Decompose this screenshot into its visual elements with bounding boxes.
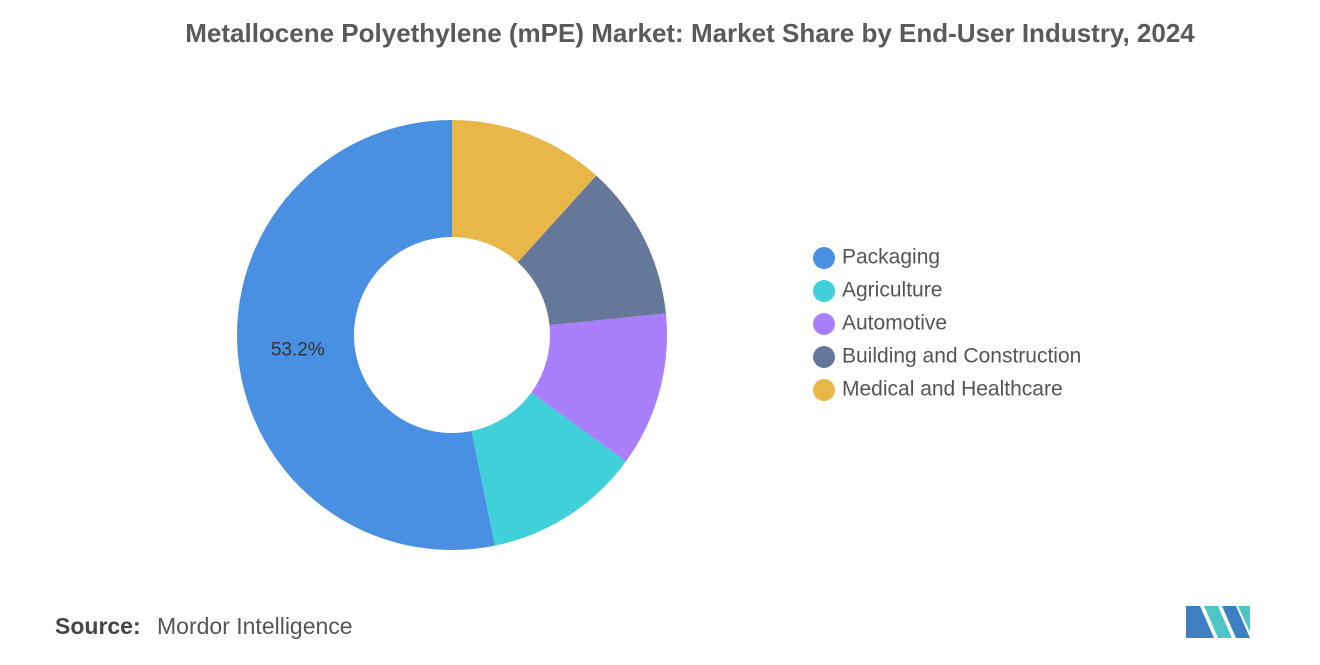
chart-title: Metallocene Polyethylene (mPE) Market: M… [185, 18, 1195, 48]
logo-part [1238, 606, 1250, 632]
source-label: Source: [55, 613, 141, 639]
legend-swatch [813, 247, 835, 269]
source-text: Mordor Intelligence [157, 613, 353, 639]
donut-slice [531, 313, 668, 462]
donut-slice [236, 120, 495, 550]
logo [1186, 606, 1250, 638]
donut-slice [471, 392, 626, 546]
donut-slice [452, 120, 597, 263]
legend-label: Building and Construction [842, 345, 1081, 368]
legend-swatch [813, 346, 835, 368]
legend-label: Packaging [842, 246, 940, 269]
legend-swatch [813, 313, 835, 335]
logo-part [1222, 606, 1250, 638]
logo-part [1186, 606, 1214, 638]
legend-swatch [813, 280, 835, 302]
legend-label: Automotive [842, 312, 947, 335]
legend-label: Agriculture [842, 279, 942, 302]
legend-swatch [813, 379, 835, 401]
data-label: 53.2% [271, 340, 325, 361]
logo-part [1204, 606, 1232, 638]
donut-slice [517, 175, 666, 326]
legend-label: Medical and Healthcare [842, 378, 1063, 401]
